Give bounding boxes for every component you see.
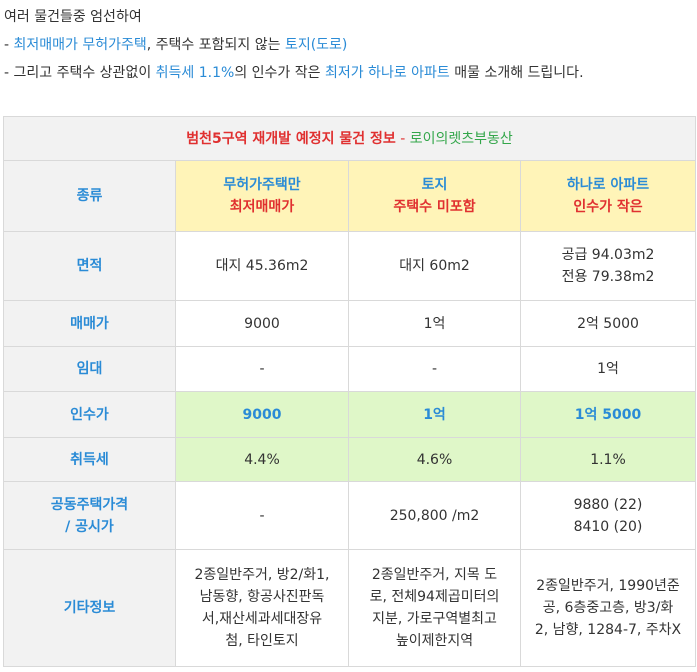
public-price-unlicensed-house: - bbox=[175, 481, 349, 550]
other-1-line-4: 첨, 타인토지 bbox=[225, 633, 299, 649]
table-row-acquisition: 인수가 9000 1억 1억 5000 bbox=[3, 391, 696, 438]
other-1-line-1: 2종일반주거, 방2/화1, bbox=[194, 567, 330, 583]
rent-hanaro-apartment: 1억 bbox=[520, 346, 696, 392]
area-supply: 공급 94.03m2 bbox=[561, 247, 655, 263]
other-2-line-1: 2종일반주거, 지목 도 bbox=[371, 567, 498, 583]
intro-line-3-suffix: 매물 소개해 드립니다. bbox=[449, 65, 584, 81]
table-title-separator: - bbox=[395, 130, 410, 147]
public-price-land: 250,800 /m2 bbox=[348, 481, 521, 550]
row-label-tax: 취득세 bbox=[3, 437, 176, 482]
other-1-line-3: 서,재산세과세대장유 bbox=[201, 611, 323, 627]
other-1-line-2: 남동향, 항공사진판독 bbox=[199, 589, 325, 605]
intro-line-1-text: 여러 물건들중 엄선하여 bbox=[4, 9, 142, 25]
intro-highlight-land-road: 토지(도로) bbox=[284, 37, 348, 53]
other-land: 2종일반주거, 지목 도 로, 전체94제곱미터의 지분, 가로구역별최고 높이… bbox=[348, 549, 521, 667]
column-header-1-line1: 무허가주택만 bbox=[223, 177, 301, 193]
rent-unlicensed-house: - bbox=[175, 346, 349, 392]
rent-land: - bbox=[348, 346, 521, 392]
acquisition-hanaro-apartment: 1억 5000 bbox=[520, 391, 696, 438]
area-hanaro-apartment: 공급 94.03m2 전용 79.38m2 bbox=[520, 231, 696, 301]
table-title: 범천5구역 재개발 예정지 물건 정보 bbox=[186, 130, 396, 147]
other-2-line-4: 높이제한지역 bbox=[395, 633, 474, 649]
intro-highlight-tax: 취득세 1.1% bbox=[155, 65, 235, 81]
acquisition-unlicensed-house: 9000 bbox=[175, 391, 349, 438]
public-price-2022: 9880 (22) bbox=[573, 496, 643, 513]
tax-unlicensed-house: 4.4% bbox=[175, 437, 349, 482]
table-row-other: 기타정보 2종일반주거, 방2/화1, 남동향, 항공사진판독 서,재산세과세대… bbox=[3, 549, 696, 667]
row-label-other: 기타정보 bbox=[3, 549, 176, 667]
intro-line-2: - 최저매매가 무허가주택, 주택수 포함되지 않는 토지(도로) bbox=[4, 32, 694, 60]
row-label-type: 종류 bbox=[3, 160, 176, 232]
table-row-type: 종류 무허가주택만 최저매매가 토지 주택수 미포함 하나로 아파트 인수가 작… bbox=[3, 160, 696, 232]
column-header-land: 토지 주택수 미포함 bbox=[348, 160, 521, 232]
row-label-price: 매매가 bbox=[3, 300, 176, 347]
row-label-public-price-line1: 공동주택가격 bbox=[50, 496, 129, 513]
intro-line-1: 여러 물건들중 엄선하여 bbox=[4, 4, 694, 32]
other-3-line-1: 2종일반주거, 1990년준 bbox=[536, 578, 680, 594]
column-header-unlicensed-house: 무허가주택만 최저매매가 bbox=[175, 160, 349, 232]
other-3-line-3: 2, 남향, 1284-7, 주차X bbox=[534, 622, 682, 638]
table-row-public-price: 공동주택가격 / 공시가 - 250,800 /m2 9880 (22) 841… bbox=[3, 481, 696, 550]
column-header-hanaro-apartment: 하나로 아파트 인수가 작은 bbox=[520, 160, 696, 232]
row-label-area: 면적 bbox=[3, 231, 176, 301]
column-header-2-line2: 주택수 미포함 bbox=[393, 199, 476, 215]
table-row-area: 면적 대지 45.36m2 대지 60m2 공급 94.03m2 전용 79.3… bbox=[3, 231, 696, 301]
intro-highlight-hanaro-apt: 최저가 하나로 아파트 bbox=[324, 65, 450, 81]
column-header-2-line1: 토지 bbox=[421, 177, 448, 193]
column-header-3-line1: 하나로 아파트 bbox=[566, 177, 650, 193]
tax-hanaro-apartment: 1.1% bbox=[520, 437, 696, 482]
intro-line-2-mid: , 주택수 포함되지 않는 bbox=[146, 37, 285, 53]
price-hanaro-apartment: 2억 5000 bbox=[520, 300, 696, 347]
table-title-cell: 범천5구역 재개발 예정지 물건 정보 - 로이의렛츠부동산 bbox=[3, 116, 696, 161]
other-hanaro-apartment: 2종일반주거, 1990년준 공, 6층중고층, 방3/화 2, 남향, 128… bbox=[520, 549, 696, 667]
tax-land: 4.6% bbox=[348, 437, 521, 482]
area-exclusive: 전용 79.38m2 bbox=[561, 269, 655, 285]
intro-text: 여러 물건들중 엄선하여 - 최저매매가 무허가주택, 주택수 포함되지 않는 … bbox=[4, 4, 694, 88]
public-price-hanaro-apartment: 9880 (22) 8410 (20) bbox=[520, 481, 696, 550]
intro-highlight-cheapest-unlicensed: 최저매매가 무허가주택 bbox=[13, 37, 147, 53]
price-unlicensed-house: 9000 bbox=[175, 300, 349, 347]
intro-line-3-prefix: - 그리고 주택수 상관없이 bbox=[4, 65, 156, 81]
intro-line-3: - 그리고 주택수 상관없이 취득세 1.1%의 인수가 작은 최저가 하나로 … bbox=[4, 60, 694, 88]
other-3-line-2: 공, 6층중고층, 방3/화 bbox=[542, 600, 674, 616]
intro-line-2-prefix: - bbox=[4, 37, 14, 53]
property-info-table: 범천5구역 재개발 예정지 물건 정보 - 로이의렛츠부동산 종류 무허가주택만… bbox=[3, 116, 696, 667]
acquisition-land: 1억 bbox=[348, 391, 521, 438]
column-header-1-line2: 최저매매가 bbox=[229, 199, 295, 215]
area-unlicensed-house: 대지 45.36m2 bbox=[175, 231, 349, 301]
column-header-3-line2: 인수가 작은 bbox=[573, 199, 643, 215]
table-title-row: 범천5구역 재개발 예정지 물건 정보 - 로이의렛츠부동산 bbox=[3, 116, 696, 161]
other-2-line-2: 로, 전체94제곱미터의 bbox=[369, 589, 500, 605]
public-price-2020: 8410 (20) bbox=[573, 518, 643, 535]
row-label-public-price: 공동주택가격 / 공시가 bbox=[3, 481, 176, 550]
table-row-tax: 취득세 4.4% 4.6% 1.1% bbox=[3, 437, 696, 482]
area-land: 대지 60m2 bbox=[348, 231, 521, 301]
price-land: 1억 bbox=[348, 300, 521, 347]
row-label-public-price-line2: / 공시가 bbox=[65, 518, 114, 535]
other-2-line-3: 지분, 가로구역별최고 bbox=[372, 611, 497, 627]
agency-name: 로이의렛츠부동산 bbox=[409, 130, 513, 147]
row-label-acquisition: 인수가 bbox=[3, 391, 176, 438]
other-unlicensed-house: 2종일반주거, 방2/화1, 남동향, 항공사진판독 서,재산세과세대장유 첨,… bbox=[175, 549, 349, 667]
table-row-price: 매매가 9000 1억 2억 5000 bbox=[3, 300, 696, 347]
table-row-rent: 임대 - - 1억 bbox=[3, 346, 696, 392]
intro-line-3-mid: 의 인수가 작은 bbox=[234, 65, 325, 81]
row-label-rent: 임대 bbox=[3, 346, 176, 392]
